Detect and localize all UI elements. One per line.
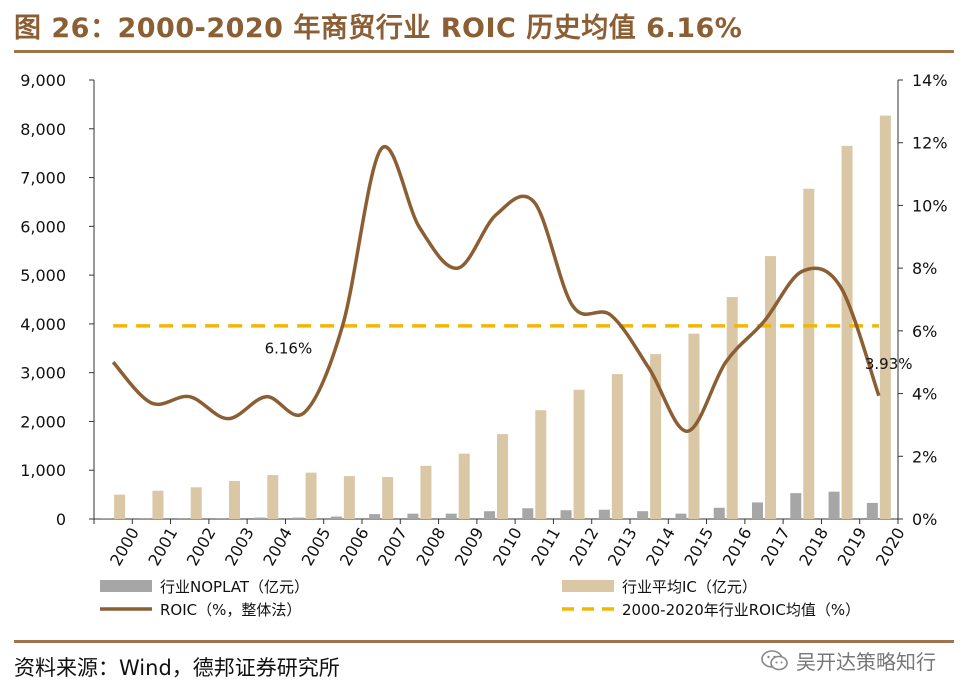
- roic-annotation: 6.16%: [265, 340, 313, 358]
- ic-bar: [879, 115, 891, 519]
- noplat-bar: [713, 507, 725, 519]
- ic-bar: [497, 434, 508, 519]
- y-left-tick-label: 2,000: [20, 412, 66, 431]
- x-tick-label: 2005: [298, 524, 335, 569]
- noplat-bar: [292, 517, 304, 519]
- noplat-bar: [101, 518, 113, 519]
- ic-bar: [573, 389, 585, 519]
- legend-label: 行业NOPLAT（亿元）: [160, 578, 309, 596]
- y-right-tick-label: 0%: [912, 510, 937, 529]
- ic-bar: [305, 472, 317, 519]
- noplat-bar: [828, 491, 840, 519]
- y-left-tick-label: 6,000: [20, 217, 66, 236]
- noplat-bar: [637, 511, 649, 519]
- noplat-bar: [445, 513, 457, 519]
- x-tick-label: 2014: [642, 524, 679, 569]
- x-tick-label: 2010: [489, 524, 526, 569]
- noplat-bar: [598, 509, 610, 519]
- y-left-tick-label: 0: [56, 510, 66, 529]
- ic-bar: [458, 453, 470, 519]
- legend-swatch: [100, 580, 152, 592]
- x-tick-label: 2006: [336, 524, 373, 569]
- noplat-bar: [752, 502, 763, 519]
- noplat-bar: [407, 513, 419, 519]
- x-tick-label: 2017: [757, 524, 794, 569]
- noplat-bar: [675, 513, 687, 519]
- wechat-icon: [761, 649, 788, 670]
- x-tick-label: 2013: [604, 524, 641, 569]
- noplat-bar: [139, 518, 151, 519]
- x-tick-label: 2004: [259, 524, 296, 569]
- ic-bar: [650, 354, 662, 519]
- ic-bar: [152, 490, 164, 519]
- title-rule: [14, 50, 954, 53]
- noplat-bar: [560, 510, 572, 519]
- x-tick-label: 2020: [872, 524, 909, 569]
- watermark: 吴开达策略知行: [760, 646, 936, 675]
- x-tick-label: 2008: [412, 524, 449, 569]
- x-tick-label: 2001: [144, 524, 181, 569]
- source-note: 资料来源：Wind，德邦证券研究所: [14, 656, 340, 680]
- y-left-tick-label: 3,000: [20, 364, 66, 383]
- ic-bar: [382, 477, 394, 519]
- x-tick-label: 2011: [527, 524, 564, 569]
- legend-label: ROIC（%，整体法）: [160, 601, 301, 619]
- y-left-tick-label: 1,000: [20, 461, 66, 480]
- noplat-bar: [369, 514, 381, 519]
- x-tick-label: 2019: [834, 524, 871, 569]
- noplat-bar: [866, 502, 878, 519]
- y-right-tick-label: 2%: [912, 447, 937, 466]
- x-tick-label: 2002: [183, 524, 220, 569]
- ic-bar: [803, 188, 815, 519]
- ic-bar: [420, 465, 432, 519]
- noplat-bar: [216, 518, 227, 519]
- ic-bar: [190, 487, 202, 519]
- ic-bar: [765, 256, 776, 519]
- x-tick-label: 2015: [680, 524, 717, 569]
- x-tick-label: 2007: [374, 524, 411, 569]
- y-right-tick-label: 6%: [912, 322, 937, 341]
- legend-swatch: [562, 580, 614, 592]
- noplat-bar: [254, 517, 266, 519]
- watermark-text: 吴开达策略知行: [796, 650, 936, 674]
- y-right-tick-label: 14%: [912, 71, 948, 90]
- ic-bar: [535, 410, 547, 519]
- ic-bar: [841, 145, 853, 519]
- legend-label: 行业平均IC（亿元）: [622, 578, 757, 596]
- ic-bar: [726, 297, 738, 519]
- x-tick-label: 2018: [795, 524, 832, 569]
- x-tick-label: 2009: [451, 524, 488, 569]
- combo-chart: 0 1,000 2,000 3,000 4,000 5,000 6,000 7,000 8,00…: [20, 71, 948, 619]
- roic-line: [111, 144, 881, 433]
- noplat-bar: [790, 493, 802, 519]
- roic-annotation: 3.93%: [865, 355, 913, 373]
- y-left-tick-label: 7,000: [20, 169, 66, 188]
- chart-title: 图 26：2000-2020 年商贸行业 ROIC 历史均值 6.16%: [14, 13, 743, 44]
- legend-label: 2000-2020年行业ROIC均值（%）: [622, 601, 860, 619]
- ic-bar: [114, 494, 126, 519]
- ic-bar: [229, 480, 240, 519]
- noplat-bar: [330, 516, 342, 519]
- y-right-tick-label: 10%: [912, 196, 948, 215]
- y-left-tick-label: 5,000: [20, 266, 66, 285]
- x-tick-label: 2012: [566, 524, 603, 569]
- y-right-tick-label: 12%: [912, 134, 948, 153]
- y-left-tick-label: 4,000: [20, 315, 66, 334]
- noplat-bar: [177, 518, 189, 519]
- x-tick-label: 2003: [221, 524, 258, 569]
- ic-bar: [611, 374, 623, 519]
- ic-bar: [267, 475, 279, 519]
- y-right-tick-label: 8%: [912, 259, 937, 278]
- ic-bar: [343, 476, 355, 519]
- footer-rule: [14, 640, 954, 643]
- y-left-tick-label: 8,000: [20, 120, 66, 139]
- x-tick-label: 2016: [719, 524, 756, 569]
- y-right-tick-label: 4%: [912, 385, 937, 404]
- noplat-bar: [484, 511, 495, 519]
- x-tick-label: 2000: [106, 524, 143, 569]
- y-left-tick-label: 9,000: [20, 71, 66, 90]
- noplat-bar: [522, 508, 534, 519]
